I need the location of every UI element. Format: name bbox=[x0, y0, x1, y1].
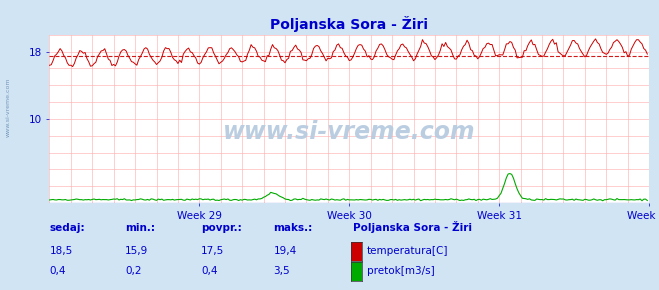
Text: 0,4: 0,4 bbox=[201, 266, 217, 276]
Text: www.si-vreme.com: www.si-vreme.com bbox=[223, 120, 476, 144]
Text: maks.:: maks.: bbox=[273, 222, 313, 233]
Text: 0,2: 0,2 bbox=[125, 266, 142, 276]
Text: 0,4: 0,4 bbox=[49, 266, 66, 276]
Text: 19,4: 19,4 bbox=[273, 246, 297, 256]
Title: Poljanska Sora - Žiri: Poljanska Sora - Žiri bbox=[270, 16, 428, 32]
Text: min.:: min.: bbox=[125, 222, 156, 233]
Text: 18,5: 18,5 bbox=[49, 246, 72, 256]
Text: 3,5: 3,5 bbox=[273, 266, 290, 276]
Text: povpr.:: povpr.: bbox=[201, 222, 242, 233]
Text: Poljanska Sora - Žiri: Poljanska Sora - Žiri bbox=[353, 221, 472, 233]
Text: www.si-vreme.com: www.si-vreme.com bbox=[5, 77, 11, 137]
Text: pretok[m3/s]: pretok[m3/s] bbox=[367, 266, 435, 276]
Text: 17,5: 17,5 bbox=[201, 246, 224, 256]
Text: 15,9: 15,9 bbox=[125, 246, 148, 256]
Text: sedaj:: sedaj: bbox=[49, 222, 85, 233]
Text: temperatura[C]: temperatura[C] bbox=[367, 246, 449, 256]
